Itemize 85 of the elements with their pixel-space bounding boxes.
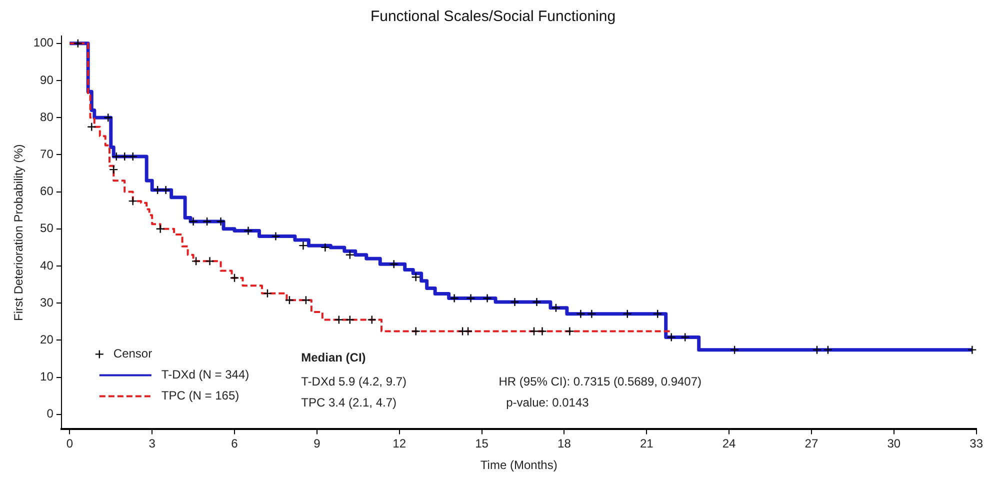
y-tick-label: 50: [40, 221, 54, 236]
x-tick-label: 9: [314, 436, 321, 451]
point: [389, 260, 398, 269]
annotation: TPC 3.4 (2.1, 4.7): [301, 396, 397, 410]
point: [320, 242, 330, 252]
point: [156, 224, 165, 234]
point: [823, 345, 833, 354]
point: [188, 216, 198, 226]
legend-label: Censor: [113, 346, 152, 361]
point: [463, 326, 473, 336]
x-tick-label: 30: [887, 436, 901, 451]
point: [812, 345, 822, 354]
x-axis-title: Time (Months): [480, 458, 558, 472]
point: [345, 250, 355, 260]
point: [576, 309, 586, 318]
point: [367, 315, 376, 324]
point: [128, 152, 138, 162]
point: [666, 332, 676, 342]
point: [120, 152, 130, 162]
point: [968, 345, 976, 354]
x-tick-label: 0: [66, 436, 74, 451]
annotation: HR (95% CI): 0.7315 (0.5689, 0.9407): [498, 374, 702, 388]
y-tick-label: 0: [46, 406, 54, 421]
point: [466, 294, 476, 303]
point: [482, 294, 492, 303]
legend-label: T-DXd (N = 344): [161, 368, 250, 382]
point: [622, 309, 632, 318]
y-tick-label: 100: [33, 36, 54, 50]
x-tick-label: 12: [392, 436, 406, 451]
point: [216, 216, 226, 226]
point: [271, 232, 280, 241]
point: [112, 152, 121, 162]
y-tick-label: 60: [40, 184, 54, 198]
point: [109, 164, 118, 174]
point: [298, 240, 308, 250]
x-tick-label: 6: [231, 436, 238, 451]
y-tick-label: 10: [40, 370, 54, 384]
y-axis-title: First Deterioration Probability (%): [12, 144, 26, 321]
point: [104, 113, 113, 122]
y-tick-label: 80: [40, 110, 54, 124]
point: [730, 345, 740, 354]
point: [680, 332, 690, 342]
y-tick-label: 30: [40, 295, 54, 310]
point: [128, 196, 138, 206]
point: [345, 315, 355, 324]
point: [161, 185, 170, 195]
point: [538, 326, 547, 336]
point: [653, 309, 662, 318]
x-tick-label: 27: [804, 436, 818, 451]
point: [191, 256, 201, 266]
x-tick-label: 33: [970, 436, 984, 451]
point: [510, 297, 520, 307]
point: [450, 294, 459, 303]
y-tick-label: 70: [40, 147, 54, 162]
point: [202, 216, 212, 226]
point: [152, 185, 162, 195]
point: [551, 303, 561, 312]
annotation: T-DXd 5.9 (4.2, 9.7): [301, 374, 407, 388]
y-tick-label: 40: [40, 258, 54, 272]
point: [334, 315, 344, 324]
y-tick-label: 20: [40, 332, 54, 346]
point: [411, 272, 420, 282]
x-tick-label: 24: [722, 436, 736, 451]
legend-label: TPC (N = 165): [161, 388, 240, 403]
point: [301, 296, 311, 305]
point: [532, 297, 542, 307]
point: [565, 326, 574, 336]
annotation: p-value: 0.0143: [506, 396, 590, 410]
y-tick-label: 90: [40, 72, 54, 87]
point: [411, 326, 420, 336]
x-tick-label: 3: [148, 436, 156, 451]
annotation: Median (CI): [301, 350, 366, 365]
chart-title: Functional Scales/Social Functioning: [370, 8, 616, 26]
x-tick-label: 18: [558, 436, 572, 451]
point: [230, 273, 240, 282]
point: [262, 288, 272, 298]
point: [87, 122, 96, 132]
point: [284, 296, 294, 305]
x-tick-label: 21: [640, 436, 654, 451]
point: [205, 256, 214, 266]
point: [587, 309, 596, 318]
point: [529, 326, 539, 336]
x-tick-label: 15: [475, 436, 489, 451]
point: [73, 38, 83, 48]
point: [244, 226, 253, 236]
